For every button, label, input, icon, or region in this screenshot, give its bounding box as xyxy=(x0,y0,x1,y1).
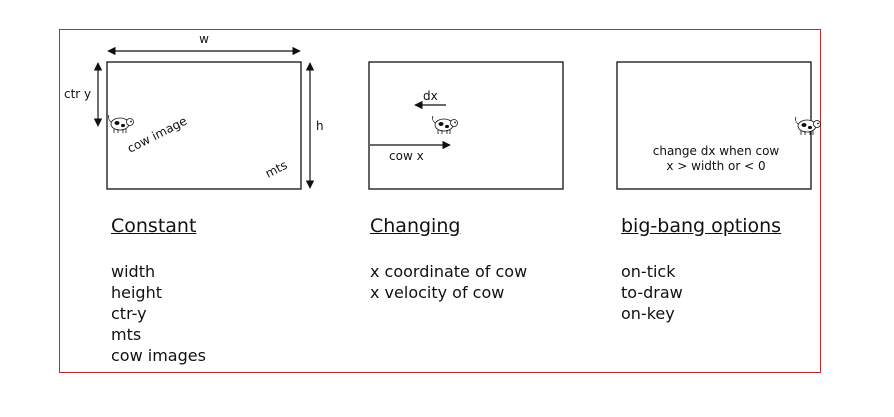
scene-rect-1 xyxy=(106,61,302,190)
height-label: h xyxy=(316,119,324,133)
list-item: x velocity of cow xyxy=(370,283,505,302)
cow-image-label: cow image xyxy=(125,114,189,156)
list-item: on-key xyxy=(621,304,675,323)
panel-big-bang: change dx when cow x > width or < 0 xyxy=(616,61,821,190)
list-big-bang-options: on-tick to-draw on-key xyxy=(621,261,683,324)
heading-changing: Changing xyxy=(370,215,461,237)
heading-constant: Constant xyxy=(111,215,197,237)
list-item: mts xyxy=(111,325,142,344)
width-label: w xyxy=(199,32,209,46)
list-changing: x coordinate of cow x velocity of cow xyxy=(370,261,527,303)
cow-icon xyxy=(431,115,458,135)
list-constant: width height ctr-y mts cow images xyxy=(111,261,206,366)
diagram-frame xyxy=(59,29,821,373)
scene-rect-2 xyxy=(368,61,564,190)
list-item: on-tick xyxy=(621,262,676,281)
panel-changing: dx cow x xyxy=(368,61,564,190)
list-item: x coordinate of cow xyxy=(370,262,528,281)
list-item: ctr-y xyxy=(111,304,147,323)
ctr-y-label: ctr y xyxy=(64,87,91,101)
dx-note-line-1: change dx when cow xyxy=(653,144,780,158)
list-item: to-draw xyxy=(621,283,683,302)
dx-note-line-2: x > width or < 0 xyxy=(666,159,765,173)
list-item: width xyxy=(111,262,156,281)
edge-cow-icon xyxy=(794,116,821,136)
cow-x-label: cow x xyxy=(389,149,424,163)
cow-image-icon xyxy=(107,114,134,134)
list-item: height xyxy=(111,283,162,302)
dx-label: dx xyxy=(423,89,438,103)
heading-big-bang-options: big-bang options xyxy=(621,215,782,237)
list-item: cow images xyxy=(111,346,206,365)
panel-constant: w h ctr y cow image mts xyxy=(64,32,324,190)
mts-label: mts xyxy=(263,158,290,181)
